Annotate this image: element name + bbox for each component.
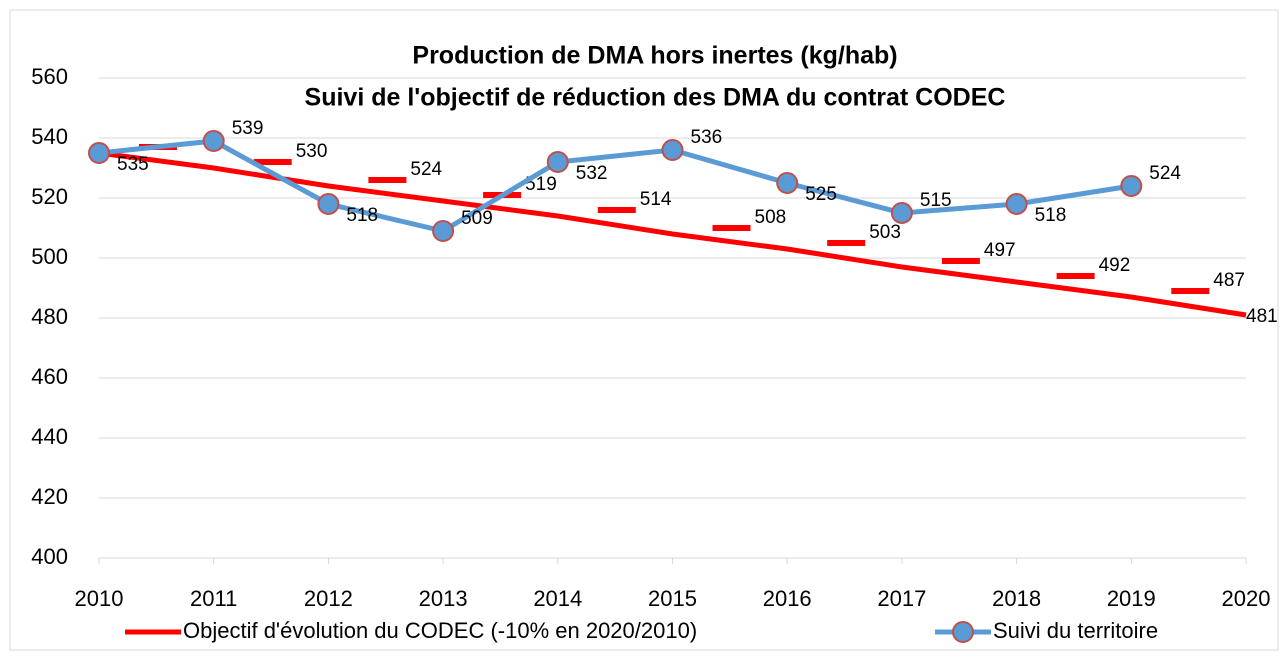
x-tick-label: 2010	[75, 586, 124, 611]
y-tick-label: 420	[31, 484, 68, 509]
chart-subtitle: Suivi de l'objectif de réduction des DMA…	[305, 84, 1006, 112]
data-label: 525	[805, 184, 837, 205]
legend-label: Suivi du territoire	[993, 618, 1158, 643]
data-label: 497	[984, 240, 1016, 261]
chart-frame	[9, 9, 1279, 651]
point	[661, 139, 684, 161]
data-label: 530	[296, 141, 328, 162]
x-tick-label: 2017	[877, 586, 926, 611]
y-tick-label: 500	[31, 244, 68, 269]
x-tick-label: 2015	[648, 586, 697, 611]
data-label: 492	[1099, 255, 1131, 276]
y-tick-label: 540	[31, 124, 68, 149]
y-tick-label: 480	[31, 304, 68, 329]
data-label: 536	[691, 127, 723, 148]
data-label: 515	[920, 190, 952, 211]
legend-marker	[952, 621, 974, 643]
point	[546, 151, 569, 173]
y-tick-label: 520	[31, 184, 68, 209]
y-tick-label: 460	[31, 364, 68, 389]
x-tick-label: 2013	[419, 586, 468, 611]
y-tick-label: 560	[31, 64, 68, 89]
point	[776, 172, 799, 194]
point	[890, 202, 913, 224]
point	[1005, 193, 1028, 215]
x-tick-label: 2018	[992, 586, 1041, 611]
data-label: 503	[869, 222, 901, 243]
data-label: 524	[1149, 163, 1181, 184]
data-label: 518	[1035, 205, 1067, 226]
data-label: 487	[1213, 270, 1245, 291]
series-line	[98, 138, 1132, 234]
legend-label: Objectif d'évolution du CODEC (-10% en 2…	[183, 618, 697, 643]
x-tick-label: 2014	[533, 586, 582, 611]
data-label: 514	[640, 189, 672, 210]
series-line	[98, 150, 1247, 318]
point	[88, 142, 110, 164]
point	[202, 130, 225, 152]
data-label: 535	[117, 154, 149, 175]
data-label: 524	[410, 159, 442, 180]
x-tick-label: 2019	[1107, 586, 1156, 611]
point	[317, 193, 340, 215]
y-tick-label: 400	[31, 544, 68, 569]
data-label: 539	[232, 118, 264, 139]
x-tick-label: 2020	[1222, 586, 1271, 611]
data-label: 481	[1246, 306, 1278, 327]
data-label: 532	[576, 163, 608, 184]
data-label: 509	[461, 208, 493, 229]
x-tick-label: 2016	[763, 586, 812, 611]
point	[1120, 175, 1143, 197]
y-tick-label: 440	[31, 424, 68, 449]
data-label: 508	[755, 207, 787, 228]
x-tick-label: 2011	[190, 586, 237, 611]
chart-title: Production de DMA hors inertes (kg/hab)	[412, 42, 897, 70]
x-tick-label: 2012	[304, 586, 353, 611]
data-label: 518	[346, 205, 378, 226]
point	[432, 220, 455, 242]
